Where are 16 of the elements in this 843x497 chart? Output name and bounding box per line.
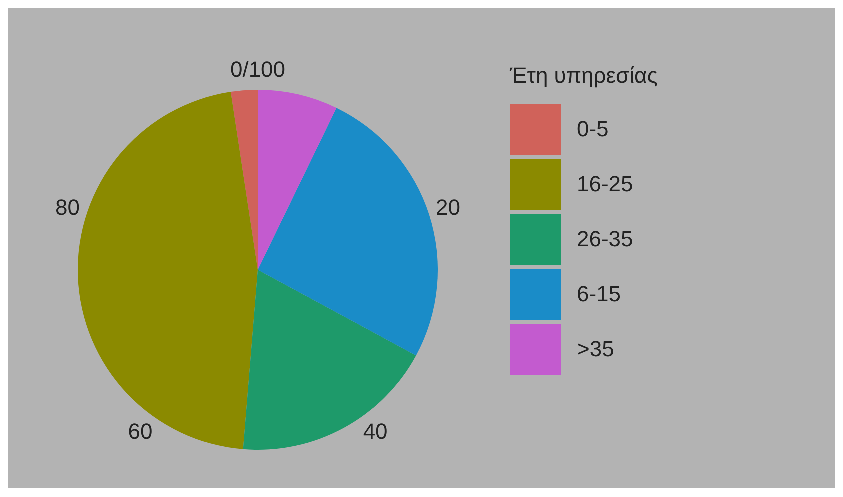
text: 60: [128, 418, 153, 444]
legend-label: 26-35: [577, 226, 634, 252]
pie-slice: [258, 90, 337, 270]
legend-label: 16-25: [577, 172, 634, 196]
text: 0/100: [230, 57, 286, 82]
pie-slice: [258, 108, 438, 356]
text: 80: [56, 195, 80, 220]
legend-label: >35: [577, 336, 614, 362]
legend-label: 0-5: [577, 116, 609, 142]
text: 20: [436, 195, 460, 220]
pie-slice: [78, 92, 258, 450]
legend-label: 6-15: [577, 282, 622, 306]
pie-slice: [230, 90, 258, 270]
legend-title: Έτη υπηρεσίας: [509, 63, 658, 88]
pie-slice: [243, 270, 416, 450]
text: 40: [363, 418, 388, 444]
